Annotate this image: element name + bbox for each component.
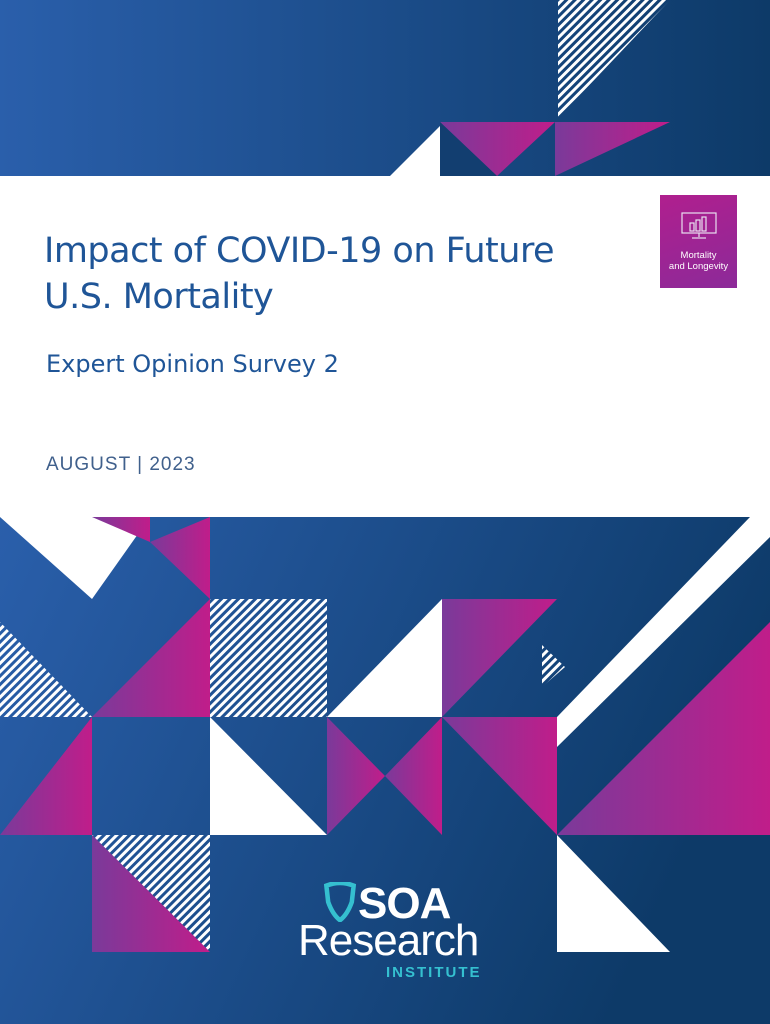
monitor-chart-icon — [680, 212, 717, 239]
publication-date: AUGUST | 2023 — [46, 454, 196, 475]
document-subtitle: Expert Opinion Survey 2 — [46, 350, 339, 378]
topic-badge: Mortality and Longevity — [660, 195, 737, 288]
logo-text-soa: SOA — [358, 879, 451, 928]
logo-text-research: Research — [298, 916, 479, 965]
document-title: Impact of COVID-19 on Future U.S. Mortal… — [44, 228, 555, 320]
badge-label-2: and Longevity — [668, 261, 729, 272]
bottom-decorative-band — [0, 517, 770, 1024]
top-decorative-band — [0, 0, 770, 176]
soa-research-institute-logo: SOA Research INSTITUTE — [298, 879, 488, 986]
shield-icon — [323, 882, 357, 922]
logo-text-institute: INSTITUTE — [386, 964, 482, 981]
title-line-1: Impact of COVID-19 on Future — [44, 231, 555, 271]
title-line-2: U.S. Mortality — [44, 277, 274, 317]
badge-label-1: Mortality — [680, 250, 717, 261]
